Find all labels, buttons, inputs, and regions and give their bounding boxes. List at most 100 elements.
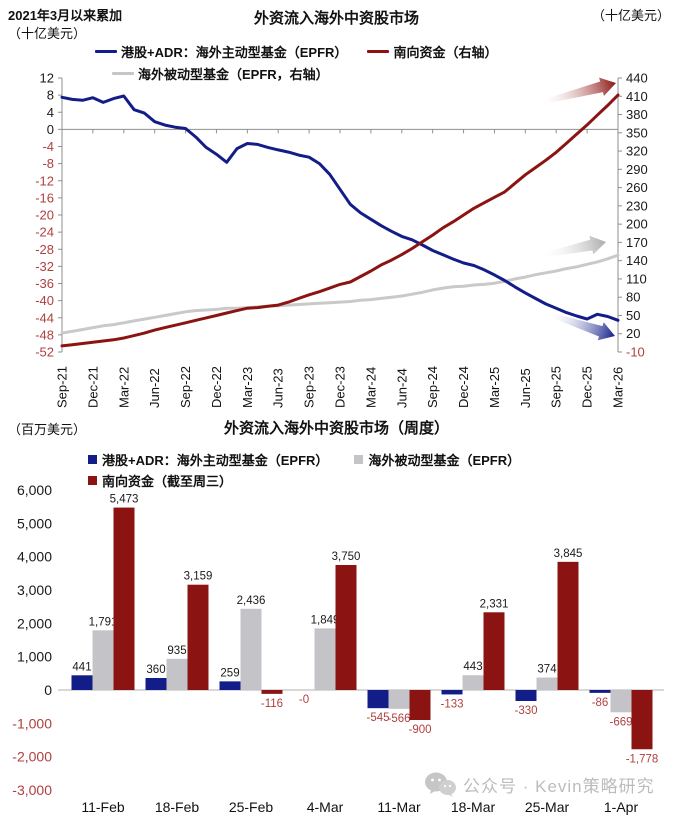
top-chart-title: 外资流入海外中资股市场: [253, 10, 419, 27]
x-category-label: 25-Mar: [525, 799, 570, 815]
x-category-label: 11-Feb: [81, 799, 125, 815]
legend-label-passive-fund: 海外被动型基金（EPFR，右轴）: [138, 67, 329, 82]
bar-value-label: -86: [592, 697, 609, 709]
bottom-legend-row-2: 南向资金（截至周三）: [88, 471, 232, 490]
line-series-0: [60, 94, 620, 322]
x-category-label: 18-Mar: [451, 799, 496, 815]
x-axis-label: Jun-25: [518, 368, 533, 408]
bar-value-label: -330: [514, 705, 537, 717]
left-axis-label: 4: [47, 105, 54, 120]
bar-4-Mar-s1: [314, 628, 336, 690]
right-axis-label: 20: [626, 326, 640, 341]
x-axis-label: Jun-22: [147, 368, 162, 408]
bar-value-label: 935: [167, 645, 186, 657]
bar-11-Feb-s2: [113, 507, 135, 690]
bar-value-label: 443: [463, 661, 482, 673]
x-axis-label: Jun-24: [394, 368, 409, 408]
x-axis-label: Dec-25: [580, 366, 595, 408]
legend-label-active-fund: 港股+ADR：海外主动型基金（EPFR）: [121, 45, 348, 60]
bar-18-Feb-s2: [187, 584, 209, 690]
top-note-line1: 2021年3月以来累加: [8, 8, 123, 23]
right-axis-label: 440: [626, 71, 648, 86]
y-axis-label: 5,000: [17, 515, 52, 531]
right-axis-label: 410: [626, 89, 648, 104]
left-axis-label: -12: [35, 173, 54, 188]
bar-value-label: 3,159: [184, 571, 213, 583]
bar-11-Feb-s0: [71, 675, 93, 690]
x-axis-label: Mar-25: [487, 367, 502, 408]
y-axis-label: 1,000: [17, 649, 52, 665]
bar-18-Feb-s1: [166, 658, 188, 690]
right-axis-label: 230: [626, 198, 648, 213]
top-legend-row-1: 港股+ADR：海外主动型基金（EPFR） 南向资金（右轴）: [95, 42, 497, 61]
y-axis-label: 3,000: [17, 582, 52, 598]
right-axis-label: 260: [626, 180, 648, 195]
trend-arrow: [543, 235, 606, 258]
right-axis-label: 380: [626, 107, 648, 122]
weekly-bar-chart: 6,000 5,000 4,000 3,000 2,000 1,000 0 -1,000 -2,…: [12, 482, 664, 815]
legend-label-southbound-weekly: 南向资金（截至周三）: [102, 474, 233, 489]
bar-value-label: 2,331: [480, 598, 509, 610]
left-axis-label: -28: [35, 242, 54, 257]
right-axis-label: -10: [626, 345, 645, 360]
x-category-label: 4-Mar: [307, 799, 344, 815]
x-axis-label: Mar-22: [116, 367, 131, 408]
x-axis-label: Dec-23: [333, 366, 348, 408]
watermark: 公众号 · Kevin策略研究: [424, 772, 655, 797]
bar-value-label: 360: [146, 664, 165, 676]
bottom-unit: （百万美元）: [8, 422, 87, 437]
y-axis-label: 0: [44, 682, 52, 698]
bar-1-Apr-s2: [631, 690, 653, 750]
x-axis-label: Sep-24: [425, 366, 440, 408]
legend-line-swatch-southbound: [367, 49, 390, 54]
y-axis-label: 2,000: [17, 615, 52, 631]
bar-18-Feb-s0: [145, 678, 167, 690]
bar-value-label: -669: [609, 716, 632, 728]
x-category-label: 18-Feb: [155, 799, 200, 815]
bar-18-Mar-s2: [483, 612, 505, 690]
x-category-label: 1-Apr: [604, 799, 639, 815]
bar-value-label: -133: [440, 698, 463, 710]
y-axis-label: -2,000: [12, 749, 52, 765]
bar-value-label: 374: [537, 664, 557, 676]
bar-value-label: -1,778: [626, 753, 659, 765]
trend-arrow: [542, 77, 616, 105]
watermark-text: 公众号 · Kevin策略研究: [463, 777, 655, 796]
bar-1-Apr-s0: [589, 690, 611, 693]
left-axis-label: -16: [35, 190, 54, 205]
y-axis-label: 4,000: [17, 549, 52, 565]
bar-value-label: 259: [220, 667, 239, 679]
bar-value-label: 1,849: [311, 614, 340, 626]
x-axis-label: Mar-23: [240, 367, 255, 408]
bar-25-Mar-s2: [557, 561, 579, 690]
bottom-legend-row-1: 港股+ADR：海外主动型基金（EPFR） 海外被动型基金（EPFR）: [88, 450, 520, 469]
bar-value-label: 3,750: [332, 551, 361, 563]
line-series-2: [60, 253, 620, 335]
bar-value-label: -0: [299, 694, 309, 706]
x-axis-label: Dec-24: [456, 366, 471, 408]
bar-value-label: -116: [261, 698, 283, 710]
bar-11-Mar-s1: [388, 690, 410, 709]
bar-25-Feb-s0: [219, 681, 241, 690]
left-axis-label: -44: [35, 310, 54, 325]
left-axis-label: -8: [42, 156, 54, 171]
wechat-icon: [425, 772, 456, 797]
top-right-unit: （十亿美元）: [591, 8, 670, 23]
x-axis-label: Mar-24: [363, 367, 378, 408]
right-axis-label: 320: [626, 144, 648, 159]
y-axis-label: -1,000: [12, 715, 52, 731]
bar-value-label: 3,845: [554, 548, 583, 560]
right-axis-label: 110: [626, 271, 647, 286]
x-axis-label: Sep-22: [178, 366, 193, 408]
right-axis-label: 80: [626, 290, 640, 305]
bar-value-label: -566: [387, 713, 410, 725]
legend-label-active-fund-weekly: 港股+ADR：海外主动型基金（EPFR）: [102, 453, 329, 468]
left-axis-label: 12: [40, 71, 54, 86]
bar-11-Mar-s2: [409, 690, 431, 720]
bar-4-Mar-s2: [335, 565, 357, 690]
bar-value-label: 1,791: [89, 616, 118, 628]
cumulative-line-chart: 12 8 4 0 -4 -8 -12 -16 -20 -24 -28 -32 -36 -40 -44 -48 -…: [35, 71, 648, 409]
bar-18-Mar-s1: [462, 675, 484, 690]
left-axis-label: -52: [35, 345, 54, 360]
left-axis-label: -4: [42, 139, 54, 154]
